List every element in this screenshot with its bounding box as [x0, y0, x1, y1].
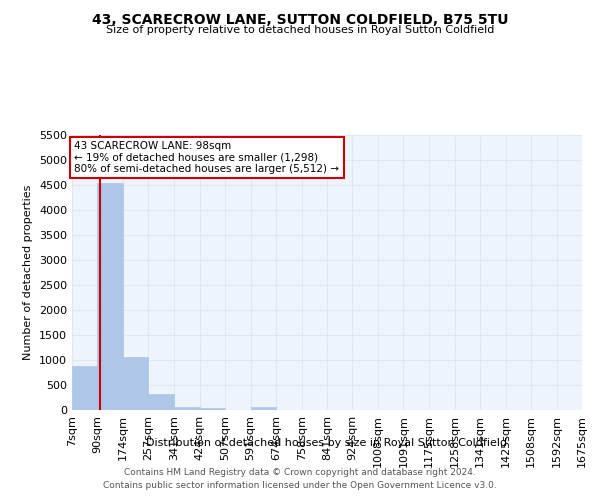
Text: 43, SCARECROW LANE, SUTTON COLDFIELD, B75 5TU: 43, SCARECROW LANE, SUTTON COLDFIELD, B7… — [92, 12, 508, 26]
Bar — [123, 357, 148, 410]
Bar — [174, 406, 199, 410]
Bar — [72, 366, 97, 410]
Text: Contains public sector information licensed under the Open Government Licence v3: Contains public sector information licen… — [103, 480, 497, 490]
Bar — [199, 408, 225, 410]
Bar — [97, 182, 123, 410]
Text: Contains HM Land Registry data © Crown copyright and database right 2024.: Contains HM Land Registry data © Crown c… — [124, 468, 476, 477]
Bar — [148, 394, 174, 410]
Text: 43 SCARECROW LANE: 98sqm
← 19% of detached houses are smaller (1,298)
80% of sem: 43 SCARECROW LANE: 98sqm ← 19% of detach… — [74, 141, 340, 174]
Bar — [251, 407, 276, 410]
Y-axis label: Number of detached properties: Number of detached properties — [23, 185, 34, 360]
Text: Size of property relative to detached houses in Royal Sutton Coldfield: Size of property relative to detached ho… — [106, 25, 494, 35]
Text: Distribution of detached houses by size in Royal Sutton Coldfield: Distribution of detached houses by size … — [146, 438, 508, 448]
